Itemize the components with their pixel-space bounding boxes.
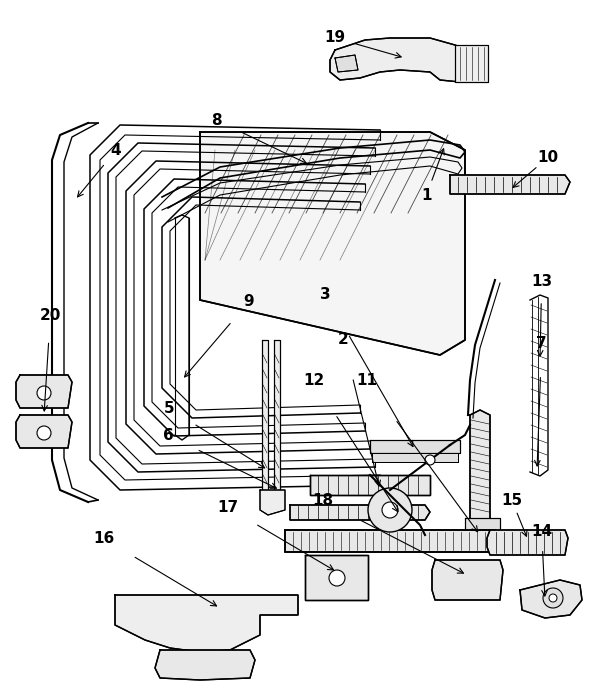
Text: 4: 4	[110, 143, 121, 158]
Circle shape	[329, 570, 345, 586]
Text: 12: 12	[303, 373, 324, 388]
Polygon shape	[310, 475, 430, 495]
Text: 20: 20	[40, 308, 61, 323]
Polygon shape	[450, 175, 570, 194]
Text: 10: 10	[537, 150, 558, 165]
Text: 8: 8	[211, 113, 221, 128]
Polygon shape	[335, 55, 358, 72]
Text: 13: 13	[531, 274, 552, 289]
Text: 18: 18	[312, 493, 333, 508]
Text: 6: 6	[163, 428, 174, 443]
Text: 14: 14	[531, 524, 552, 539]
Polygon shape	[200, 132, 465, 355]
Polygon shape	[260, 490, 285, 515]
Polygon shape	[370, 440, 460, 453]
Polygon shape	[290, 505, 430, 520]
Polygon shape	[262, 340, 268, 490]
Polygon shape	[155, 650, 255, 680]
Text: 2: 2	[338, 332, 349, 347]
Polygon shape	[432, 560, 503, 600]
Polygon shape	[372, 453, 458, 462]
Polygon shape	[330, 38, 488, 82]
Circle shape	[382, 502, 398, 518]
Polygon shape	[455, 45, 488, 82]
Circle shape	[549, 594, 557, 602]
Polygon shape	[16, 375, 72, 408]
Text: 3: 3	[320, 287, 331, 303]
Polygon shape	[487, 530, 568, 555]
Polygon shape	[285, 530, 498, 552]
Text: 19: 19	[324, 30, 345, 45]
Circle shape	[425, 455, 435, 465]
Polygon shape	[520, 580, 582, 618]
Text: 5: 5	[163, 401, 174, 416]
Circle shape	[368, 488, 412, 532]
Text: 15: 15	[501, 493, 523, 508]
Circle shape	[37, 386, 51, 400]
Text: 7: 7	[536, 335, 547, 351]
Polygon shape	[16, 415, 72, 448]
Text: 9: 9	[243, 294, 254, 309]
Polygon shape	[465, 518, 500, 532]
Text: 1: 1	[421, 188, 432, 203]
Polygon shape	[305, 555, 368, 600]
Text: 17: 17	[217, 500, 239, 515]
Circle shape	[543, 588, 563, 608]
Text: 16: 16	[93, 531, 114, 546]
Polygon shape	[470, 410, 490, 525]
Polygon shape	[274, 340, 280, 490]
Text: 11: 11	[356, 373, 378, 388]
Polygon shape	[115, 595, 298, 652]
Circle shape	[37, 426, 51, 440]
